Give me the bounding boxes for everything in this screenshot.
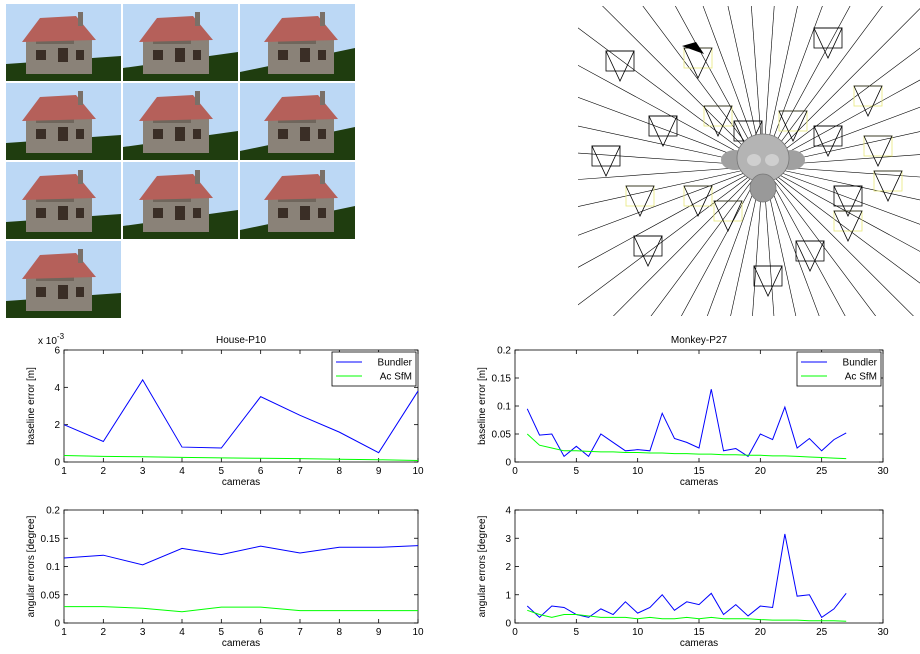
y-tick-label: 0 [54,619,60,630]
x-tick-label: 7 [297,627,303,638]
house-thumbnail [6,241,121,318]
y-tick-label: 0.05 [41,590,61,601]
camera-frustums [591,27,903,297]
x-tick-label: 9 [376,627,382,638]
x-tick-label: 3 [140,466,146,477]
y-tick-label: 0.2 [497,346,511,357]
y-tick-label: 1 [505,590,511,601]
chart-4: 0 5 10 15 20 25 30 0 1 2 3 4 cameras angular errors [… [477,506,889,650]
x-tick-label: 2 [101,627,107,638]
series-line-2 [64,606,418,613]
x-tick-label: 4 [179,466,185,477]
x-tick-label: 1 [61,627,67,638]
series-line-1 [63,545,419,566]
x-tick-label: 30 [877,627,889,638]
chart-3: 1 2 3 4 5 6 7 8 9 10 0 0.05 0.1 0.15 0.2 cameras angular… [26,506,424,650]
x-tick-label: 8 [337,466,343,477]
y-tick-label: 0 [54,458,60,469]
y-tick-label: 0.15 [492,374,512,385]
x-axis-label: cameras [680,638,718,649]
x-tick-label: 5 [219,466,225,477]
house-thumbnail [123,4,238,81]
y-tick-label: 4 [54,383,60,394]
x-tick-label: 15 [693,627,705,638]
chart-title: House-P10 [216,335,266,346]
house-thumbnail [6,162,121,239]
legend: Bundler Ac SfM [796,351,882,387]
legend-label: Ac SfM [845,372,877,383]
y-tick-label: 4 [505,506,511,517]
y-tick-label: 0.15 [41,534,61,545]
series-line-2 [527,609,847,622]
x-tick-label: 6 [258,466,264,477]
x-tick-label: 7 [297,466,303,477]
y-tick-label: 0.1 [497,402,511,413]
y-tick-label: 0 [505,458,511,469]
x-tick-label: 0 [512,466,518,477]
x-tick-label: 0 [512,627,518,638]
x-tick-label: 9 [376,466,382,477]
x-tick-label: 8 [337,627,343,638]
plot-area [514,509,884,624]
house-thumbnail [123,83,238,160]
house-thumbnail [123,162,238,239]
x-tick-label: 6 [258,627,264,638]
house-thumbnail [240,162,355,239]
x-tick-label: 5 [219,627,225,638]
y-axis-label: baseline error [m] [477,367,488,445]
x-tick-label: 10 [632,627,644,638]
house-thumbnail [240,4,355,81]
series-line-ac-sfm [63,454,419,462]
x-tick-label: 2 [101,466,107,477]
legend-label: Bundler [843,358,878,369]
camera-reconstruction-view [578,6,920,316]
x-tick-label: 20 [755,627,767,638]
y-axis-label: angular errors [degree] [477,515,488,617]
x-tick-label: 5 [574,466,580,477]
y-tick-label: 0 [505,619,511,630]
series-line-bundler [63,378,419,454]
legend-label: Ac SfM [380,372,412,383]
x-tick-label: 15 [693,466,705,477]
y-tick-label: 0.1 [46,562,60,573]
x-tick-label: 1 [61,466,67,477]
x-tick-label: 20 [755,466,767,477]
x-axis-label: cameras [222,477,260,488]
x-axis-label: cameras [222,638,260,649]
x-axis-label: cameras [680,477,718,488]
x-tick-label: 5 [574,627,580,638]
legend: Bundler Ac SfM [331,351,417,387]
x-tick-label: 10 [632,466,644,477]
x-tick-label: 10 [412,627,424,638]
chart-1: 1 2 3 4 5 6 7 8 9 10 0 2 4 6 House-P10 cameras baseline … [26,332,424,488]
chart-2: 0 5 10 15 20 25 30 0 0.05 0.1 0.15 0.2 Monkey-P27 cam… [477,335,889,488]
y-tick-label: 0.05 [492,430,512,441]
series-line-ac-sfm [526,433,847,460]
y-exponent-label: x 10-3 [38,332,65,347]
y-tick-label: 2 [54,420,60,431]
house-thumbnail [6,83,121,160]
y-tick-label: 6 [54,346,60,357]
x-tick-label: 25 [816,466,828,477]
x-tick-label: 30 [877,466,889,477]
x-tick-label: 10 [412,466,424,477]
x-tick-label: 25 [816,627,828,638]
y-axis-label: baseline error [m] [26,367,37,445]
y-axis-label: angular errors [degree] [26,515,37,617]
y-tick-label: 0.2 [46,506,60,517]
monkey-head-model [721,133,805,203]
plot-area [63,509,419,624]
y-tick-label: 2 [505,562,511,573]
legend-label: Bundler [378,358,413,369]
house-thumbnail [240,83,355,160]
x-tick-label: 4 [179,627,185,638]
house-thumbnail [6,4,121,81]
chart-title: Monkey-P27 [671,335,728,346]
y-tick-label: 3 [505,534,511,545]
x-tick-label: 3 [140,627,146,638]
series-line-bundler [526,389,847,458]
